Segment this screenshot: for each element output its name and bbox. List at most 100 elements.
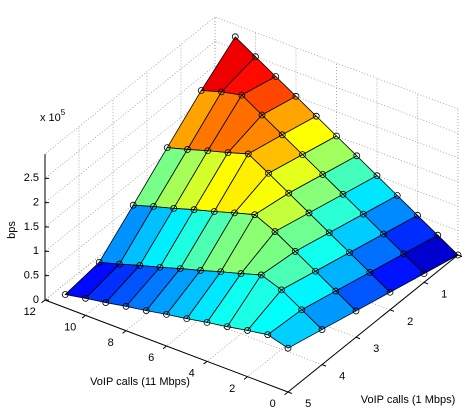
data-point xyxy=(346,249,353,257)
data-point xyxy=(319,171,327,178)
x-tick xyxy=(203,360,208,365)
data-point xyxy=(305,209,313,217)
grid-line xyxy=(44,41,216,179)
data-point xyxy=(142,307,150,314)
x-tick xyxy=(81,314,86,319)
y-tick-label: 2 xyxy=(407,316,413,328)
y-tick-label: 5 xyxy=(305,398,311,410)
data-point xyxy=(380,230,387,238)
y-tick xyxy=(287,391,293,395)
x-tick xyxy=(41,299,46,304)
x-tick-label: 2 xyxy=(229,383,235,395)
x-tick-label: 4 xyxy=(189,368,195,380)
data-point xyxy=(325,229,333,237)
y-tick-label: 4 xyxy=(339,371,345,383)
data-point xyxy=(163,310,170,318)
data-point xyxy=(150,203,157,210)
surface xyxy=(61,33,462,352)
data-point xyxy=(454,251,462,259)
data-point xyxy=(258,111,266,119)
data-point xyxy=(237,270,245,277)
x-axis-label: VoIP calls (11 Mbps) xyxy=(90,376,190,388)
z-axis-label: bps xyxy=(6,221,18,239)
data-point xyxy=(218,88,225,96)
z-tick-label: 0 xyxy=(33,294,39,306)
x-tick-label: 12 xyxy=(24,306,36,318)
surface-cell xyxy=(267,309,323,349)
data-point xyxy=(231,33,239,41)
data-point xyxy=(156,263,164,271)
data-point xyxy=(244,150,252,158)
data-point xyxy=(278,131,286,139)
data-point xyxy=(312,112,320,120)
data-point xyxy=(224,149,232,156)
y-tick xyxy=(355,336,361,340)
data-point xyxy=(373,172,381,180)
data-point xyxy=(414,211,421,219)
data-point xyxy=(183,315,191,323)
data-point xyxy=(82,294,89,302)
data-point xyxy=(184,146,191,153)
box-edge xyxy=(44,16,216,155)
data-point xyxy=(136,262,144,269)
data-point xyxy=(61,291,69,298)
z-tick-label: 2 xyxy=(33,197,39,209)
data-point xyxy=(122,302,130,310)
data-point xyxy=(366,269,374,276)
x-tick-label: 6 xyxy=(148,352,154,364)
data-point xyxy=(116,260,123,268)
data-point xyxy=(318,326,326,333)
data-point xyxy=(252,53,259,61)
x-tick xyxy=(284,391,289,396)
z-tick-label: 1 xyxy=(33,245,39,257)
data-point xyxy=(264,331,272,339)
data-point xyxy=(203,318,211,326)
data-point xyxy=(284,344,292,352)
data-point xyxy=(312,267,319,275)
data-point xyxy=(102,299,110,306)
data-point xyxy=(292,92,300,100)
data-point xyxy=(291,248,299,255)
data-point xyxy=(434,231,442,239)
data-point xyxy=(333,132,340,140)
x-tick xyxy=(162,345,167,350)
box-edge xyxy=(214,16,459,110)
z-tick-label: 0.5 xyxy=(24,270,39,282)
data-point xyxy=(339,190,347,198)
y-tick xyxy=(389,309,395,312)
z-multiplier: x 105 xyxy=(40,108,66,124)
z-tick-label: 2.5 xyxy=(24,172,39,184)
multiplier-exponent: 5 xyxy=(61,108,66,117)
data-point xyxy=(231,209,238,217)
y-tick xyxy=(321,364,327,367)
multiplier-base: x 10 xyxy=(40,112,61,124)
data-point xyxy=(298,306,306,314)
data-point xyxy=(238,91,246,99)
data-point xyxy=(197,267,204,274)
data-point xyxy=(176,265,184,272)
data-point xyxy=(393,192,401,199)
data-point xyxy=(353,152,361,160)
data-point xyxy=(400,250,408,258)
y-tick xyxy=(457,254,463,258)
data-point xyxy=(210,208,218,215)
data-point xyxy=(278,286,285,294)
data-point xyxy=(257,271,265,279)
data-point xyxy=(204,147,212,155)
x-tick-label: 10 xyxy=(64,322,76,334)
grid-line xyxy=(44,89,216,228)
data-point xyxy=(223,323,231,331)
data-point xyxy=(129,201,137,209)
x-tick-label: 0 xyxy=(270,398,276,410)
data-point xyxy=(95,258,103,266)
data-point xyxy=(332,287,340,295)
data-point xyxy=(163,144,171,152)
z-tick-label: 1.5 xyxy=(24,221,39,233)
data-point xyxy=(386,288,394,296)
grid-line xyxy=(44,65,216,203)
y-tick xyxy=(423,281,429,285)
data-point xyxy=(285,189,293,197)
data-point xyxy=(190,206,198,214)
data-point xyxy=(272,73,280,80)
